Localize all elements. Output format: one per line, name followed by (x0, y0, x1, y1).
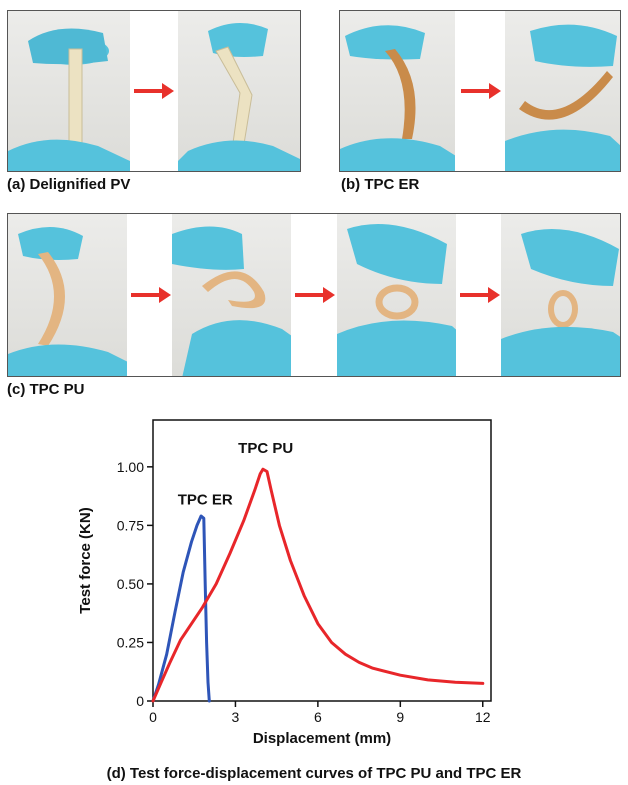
arrow-gap (127, 214, 173, 376)
photo-er-bent-illustration (340, 25, 456, 171)
arrow-shaft (295, 293, 326, 297)
photo-pu-3 (336, 214, 456, 376)
y-tick-label: 1.00 (117, 459, 144, 475)
arrow-gap (130, 11, 178, 171)
annotation-tpc-er: TPC ER (178, 491, 233, 508)
arrow-gap (291, 214, 337, 376)
force-displacement-chart-svg: 0 3 6 9 12 0 0.25 0.50 0.75 1.00 Displacement (mm)… (77, 419, 492, 747)
photo-strip-tpc-er (339, 10, 621, 172)
x-tick-label: 0 (149, 709, 157, 725)
photo-pv-straight-illustration (8, 28, 130, 171)
arrow-head (489, 83, 502, 99)
arrow-gap (455, 214, 501, 376)
arrow-head (159, 287, 172, 303)
y-tick-label: 0 (136, 693, 144, 709)
panel-label-a: (a) Delignified PV (7, 176, 131, 193)
series-line-tpc-er (151, 514, 211, 703)
arrow-shaft (459, 293, 490, 297)
plot-frame (152, 419, 492, 702)
x-axis-label: Displacement (mm) (253, 730, 391, 747)
arrow-shaft (131, 293, 162, 297)
arrow-gap (455, 11, 505, 171)
y-tick-label: 0.25 (117, 634, 144, 650)
x-tick-label: 12 (475, 709, 491, 725)
arrow-head (323, 287, 336, 303)
annotation-tpc-pu: TPC PU (238, 440, 293, 457)
photo-pu-1-illustration (8, 226, 128, 376)
chart-axes: 0 3 6 9 12 0 0.25 0.50 0.75 1.00 Displacement (mm)… (77, 419, 492, 747)
panel-label-b: (b) TPC ER (341, 176, 420, 193)
photo-pu-2 (172, 214, 292, 376)
photo-er-bent (340, 11, 456, 171)
chart-labels: TPC PU TPC ER (178, 440, 293, 509)
photo-pu-3-illustration (336, 224, 456, 376)
photo-strip-delignified-pv (7, 10, 301, 172)
arrow-shaft (134, 89, 164, 93)
photo-strip-tpc-pu (7, 213, 621, 377)
panel-label-c: (c) TPC PU (7, 381, 85, 398)
chart-caption: (d) Test force-displacement curves of TP… (106, 765, 522, 782)
photo-pv-bent (178, 11, 300, 171)
photo-pu-2-illustration (172, 226, 292, 376)
y-tick-label: 0.50 (117, 576, 144, 592)
photo-pu-4-illustration (500, 229, 621, 376)
series-line-tpc-pu (151, 467, 485, 703)
force-displacement-chart: 0 3 6 9 12 0 0.25 0.50 0.75 1.00 Displacement (mm)… (60, 408, 520, 758)
y-axis-label: Test force (KN) (77, 507, 94, 613)
x-tick-label: 6 (314, 709, 322, 725)
photo-er-bent-more (504, 11, 620, 171)
photo-pu-4 (500, 214, 621, 376)
x-tick-label: 3 (232, 709, 240, 725)
photo-pv-bent-illustration (178, 22, 300, 171)
arrow-shaft (461, 89, 492, 93)
photo-er-bent-more-illustration (504, 24, 620, 171)
arrow-head (487, 287, 500, 303)
chart-series (151, 467, 485, 703)
photo-pv-straight (8, 11, 130, 171)
photo-pu-1 (8, 214, 128, 376)
arrow-head (162, 83, 174, 99)
x-tick-label: 9 (396, 709, 404, 725)
y-tick-label: 0.75 (117, 517, 144, 533)
